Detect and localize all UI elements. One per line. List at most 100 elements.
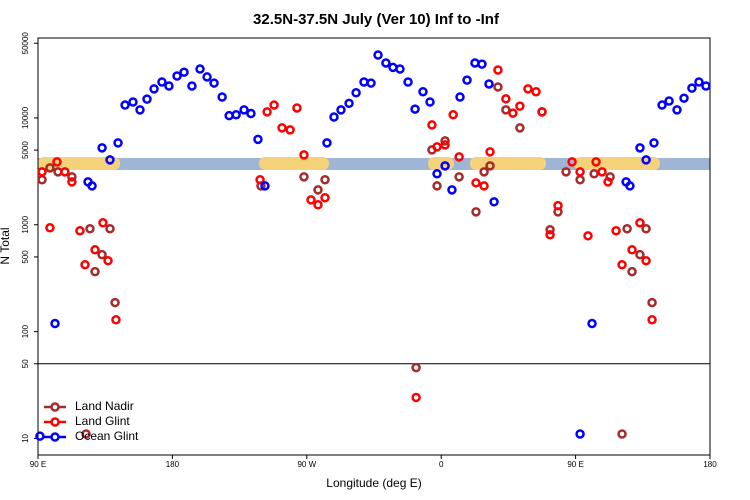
point	[277, 123, 287, 133]
y-axis-label: N Total	[0, 227, 12, 264]
point	[649, 138, 659, 148]
point	[97, 249, 107, 260]
point	[202, 72, 212, 82]
point	[448, 110, 458, 120]
point	[523, 84, 533, 94]
point	[635, 249, 645, 260]
point	[531, 86, 541, 97]
point	[135, 105, 145, 115]
point	[575, 167, 585, 177]
point	[455, 92, 465, 102]
point	[493, 65, 503, 75]
point	[285, 125, 295, 135]
point	[701, 81, 711, 91]
point	[320, 193, 330, 203]
y-tick-label: 50000	[21, 32, 30, 55]
point	[635, 217, 645, 228]
band-yellow	[38, 157, 120, 170]
point	[179, 67, 189, 77]
point	[395, 64, 405, 74]
point	[611, 226, 621, 236]
point	[603, 177, 613, 187]
point	[67, 172, 77, 182]
point	[313, 185, 323, 195]
point	[98, 217, 108, 228]
point	[269, 100, 279, 110]
point	[493, 82, 503, 92]
point	[83, 177, 93, 187]
point	[403, 77, 413, 87]
point	[575, 429, 585, 439]
point	[366, 78, 376, 88]
point	[105, 223, 115, 234]
point	[537, 107, 547, 117]
x-tick-label: 180	[166, 460, 180, 469]
legend-marker	[50, 402, 60, 412]
plot-frame	[37, 37, 711, 456]
y-tick-label: 50	[21, 359, 30, 368]
point	[418, 86, 428, 97]
point	[187, 81, 197, 91]
point	[381, 58, 391, 68]
legend-label: Land Nadir	[75, 399, 134, 413]
point	[253, 134, 263, 145]
point	[589, 169, 599, 179]
point	[306, 195, 316, 205]
point	[687, 83, 697, 93]
x-tick-label: 0	[439, 460, 444, 469]
point	[320, 174, 330, 185]
point	[120, 100, 130, 110]
point	[209, 78, 219, 88]
point	[647, 297, 657, 308]
point	[80, 259, 90, 270]
legend-label: Ocean Glint	[75, 429, 139, 443]
point	[664, 96, 674, 106]
point	[81, 429, 91, 439]
point	[45, 163, 55, 173]
point	[694, 77, 704, 87]
y-tick-label: 10000	[21, 106, 30, 129]
point	[672, 105, 682, 115]
point	[90, 266, 100, 277]
band-yellow	[259, 157, 329, 170]
point	[113, 138, 123, 148]
point	[515, 101, 525, 111]
point	[641, 223, 651, 234]
point	[322, 138, 332, 148]
point	[641, 255, 651, 266]
legend-marker	[50, 417, 60, 427]
point	[657, 100, 667, 110]
point	[35, 431, 45, 441]
point	[485, 147, 495, 157]
point	[625, 181, 635, 191]
point	[447, 185, 457, 195]
point	[97, 143, 107, 153]
point	[440, 161, 450, 171]
point	[501, 105, 511, 115]
point	[587, 318, 597, 329]
point	[373, 50, 383, 60]
legend-marker	[50, 432, 60, 442]
point	[111, 315, 121, 325]
point	[75, 226, 85, 236]
point	[351, 88, 361, 98]
x-tick-label: 90 E	[30, 460, 46, 469]
point	[567, 157, 577, 167]
point	[45, 223, 55, 233]
point	[37, 167, 47, 177]
point	[344, 98, 354, 109]
point	[292, 103, 302, 113]
y-tick-label: 100	[21, 324, 30, 338]
point	[432, 142, 442, 152]
point	[85, 223, 95, 234]
point	[454, 172, 464, 182]
point	[67, 177, 77, 187]
band-yellow	[574, 157, 660, 170]
x-tick-label: 90 E	[567, 460, 583, 469]
point	[508, 108, 518, 118]
point	[411, 392, 421, 403]
point	[583, 231, 593, 241]
series	[35, 50, 711, 441]
point	[622, 223, 632, 234]
